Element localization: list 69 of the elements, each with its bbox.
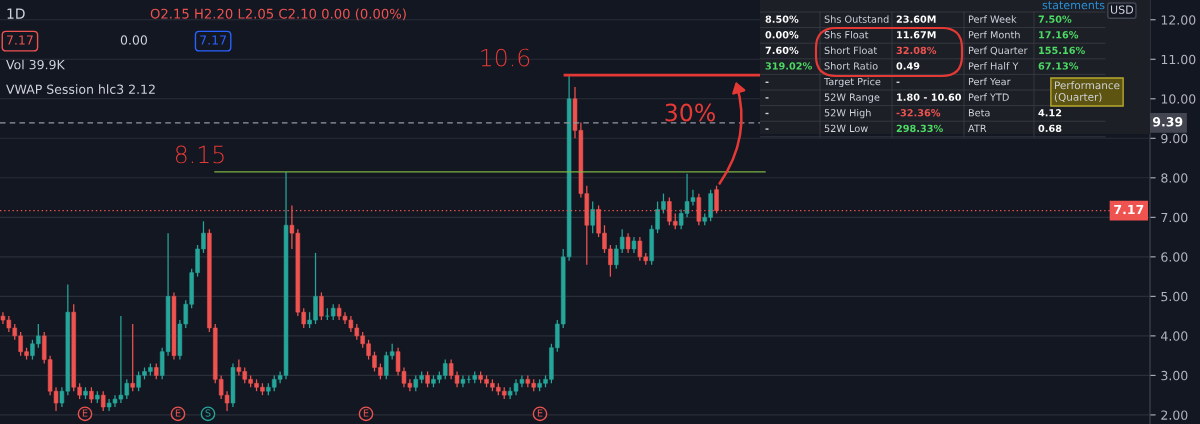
annotation: 67.13% [1038,62,1079,70]
annotation: Perf Month [968,30,1020,39]
annotation: USD [1110,5,1134,14]
annotation: - [765,128,769,130]
y-tick-label: 4.00 [1161,331,1188,341]
annotation: 0.49 [896,62,920,70]
annotation: 23.60M [896,15,936,23]
annotation: VWAP Session hlc3 2.12 [6,84,155,94]
ref-line-label: 10.6 [481,48,530,67]
annotation: 319.02% [765,62,812,70]
annotation: Short Ratio [824,62,878,70]
annotation: - [896,81,900,83]
annotation: 7.60% [765,46,799,55]
y-tick-label: 2.00 [1161,410,1188,420]
annotation: 298.33% [896,124,943,133]
annotation: 32.08% [896,46,937,55]
annotation: 7.17 [200,35,226,45]
ref-line-label: 8.15 [175,145,224,164]
y-tick-label: 3.00 [1161,370,1188,381]
y-tick-label: 9.00 [1161,133,1188,144]
annotation: Target Price [823,77,881,88]
annotation: Beta [968,109,990,117]
y-tick-label: 11.00 [1161,54,1196,65]
annotation: - [765,112,769,115]
annotation: - [765,97,769,99]
annotation: E [363,409,369,417]
annotation: 0.00% [765,31,799,39]
annotation: Perf Week [968,15,1017,23]
annotation: 52W Low [824,124,868,133]
annotation: 52W High [824,108,871,119]
y-tick-label: 6.00 [1161,252,1188,262]
ref-line-label: 9.39 [1152,117,1183,127]
y-tick-label: 8.00 [1161,173,1188,183]
annotation: statements [1042,1,1105,10]
annotation: 7.17 [7,35,33,45]
y-tick-label: 7.00 [1161,212,1188,223]
ref-line-label: 7.17 [1114,204,1144,215]
annotation: E [82,409,88,417]
y-tick-label: 5.00 [1161,291,1188,302]
annotation: Perf Year [968,77,1011,86]
annotation: Perf YTD [968,93,1009,101]
annotation: Performance (Quarter) [1054,81,1120,103]
annotation: -32.36% [896,109,941,117]
annotation: 17.16% [1039,31,1079,39]
annotation: Short Float [824,46,877,55]
y-tick-label: 10.00 [1161,94,1196,104]
annotation: E [175,409,181,417]
annotation: 4.12 [1038,109,1062,117]
annotation: ATR [968,124,987,132]
annotation: 7.50% [1038,15,1072,23]
annotation: 11.67M [897,31,936,39]
annotation: 0.00 [120,35,147,45]
annotation: Shs Outstand [824,15,889,23]
annotation: Vol 39.9K [6,59,65,70]
text: O2.15 H2.20 L2.05 C2.10 0.00 (0.00%) [150,8,406,21]
annotation: 8.50% [765,15,799,23]
annotation: E [537,409,543,417]
annotation: - [765,81,769,83]
annotation: 52W Range [824,93,880,103]
annotation: 0.68 [1038,124,1062,133]
annotation: 155.16% [1039,46,1085,55]
annotation: Perf Half Y [968,62,1019,70]
annotation: S [205,409,211,417]
annotation: 30% [665,103,715,122]
annotation: Perf Quarter [968,46,1028,56]
annotation: 1.80 - 10.60 [897,93,962,101]
annotation: Shs Float [824,30,869,39]
y-tick-label: 12.00 [1161,15,1196,25]
chart-title: 1D [7,8,25,19]
